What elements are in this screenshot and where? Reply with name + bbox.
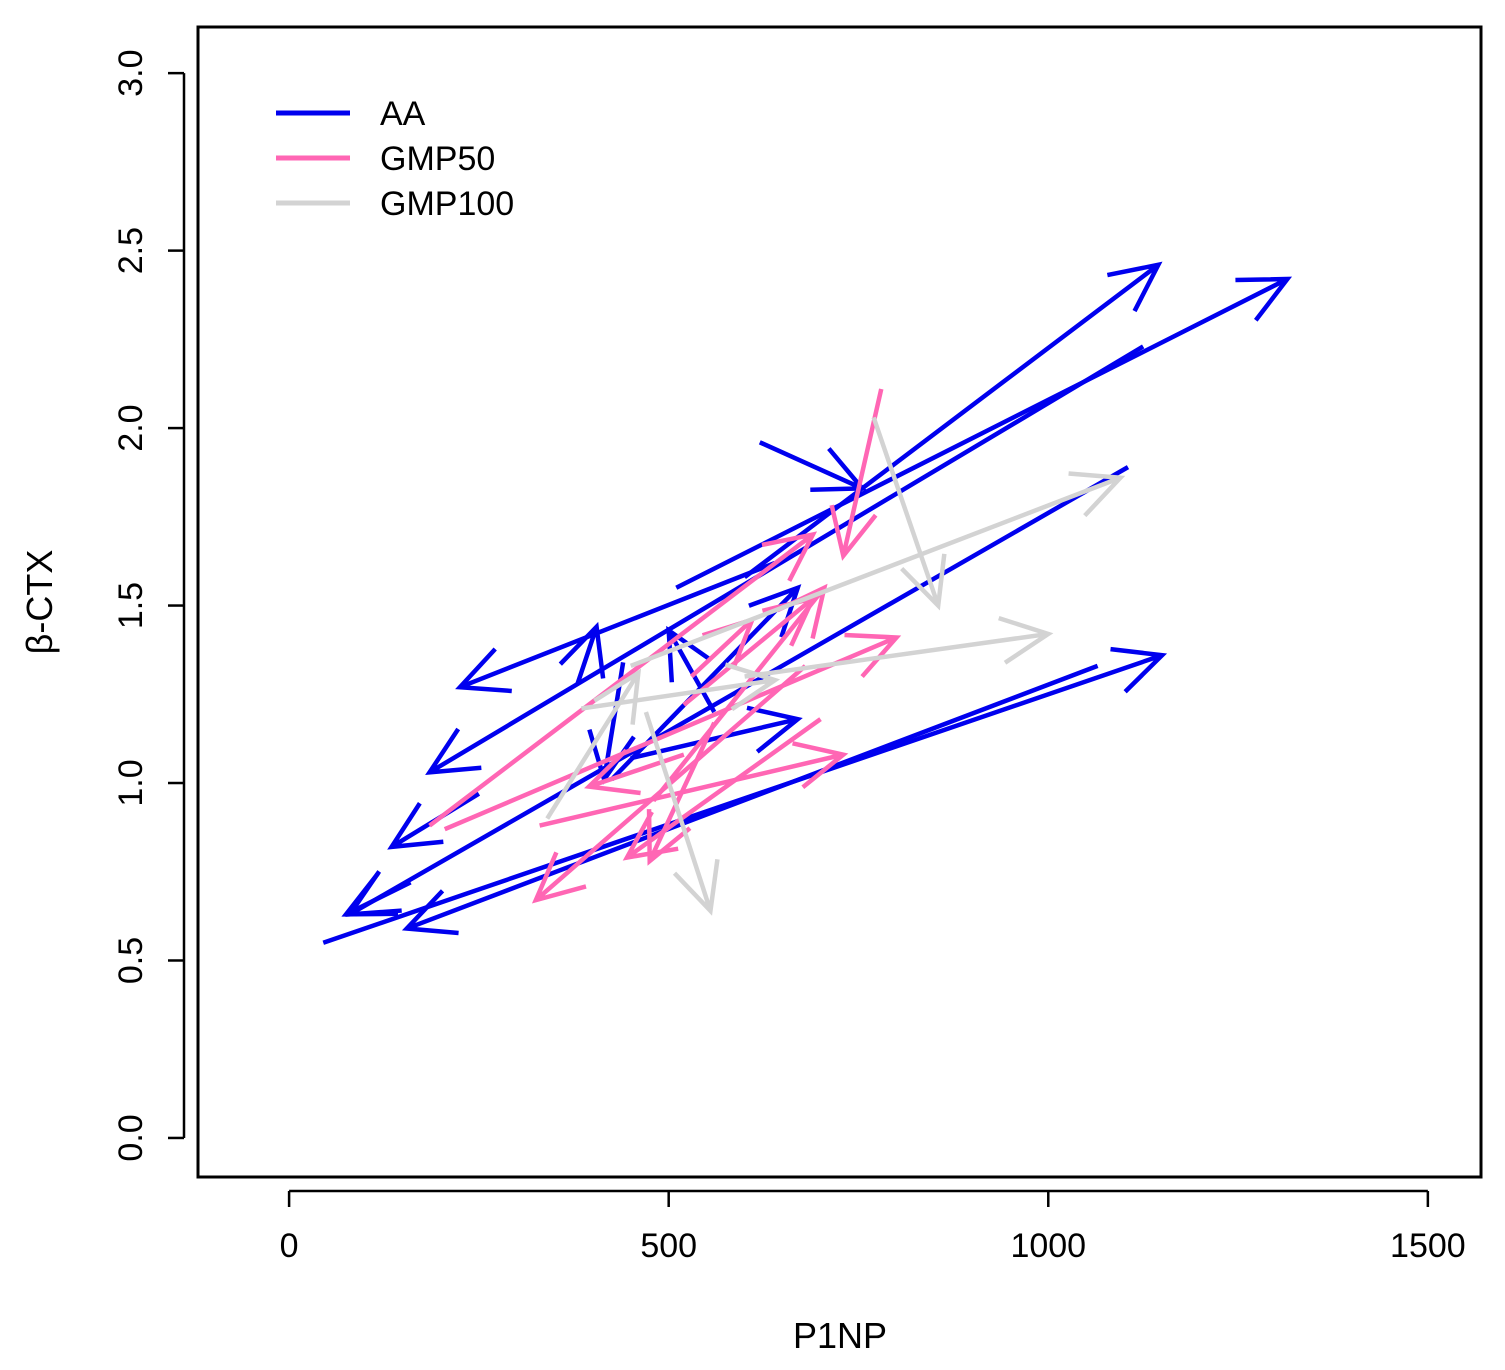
y-tick-label: 2.5: [112, 227, 150, 274]
arrow-mark: [584, 748, 685, 796]
arrow-mark: [443, 632, 902, 832]
arrow-mark: [629, 471, 1126, 668]
arrow-mark: [666, 625, 717, 714]
x-tick-label: 1000: [1010, 1227, 1086, 1265]
y-tick-label: 0.5: [112, 937, 150, 984]
arrow-mark: [646, 721, 717, 866]
arrow-mark: [539, 741, 849, 828]
y-tick-label: 0.0: [112, 1114, 150, 1161]
legend-label: AA: [380, 95, 426, 133]
arrow-mark: [743, 261, 1163, 579]
y-axis-title: β-CTX: [19, 550, 60, 655]
arrow-mark: [558, 621, 606, 685]
series-aa: [322, 261, 1293, 945]
y-tick-label: 3.0: [112, 50, 150, 97]
arrow-mark: [829, 388, 884, 561]
legend-label: GMP50: [380, 140, 495, 178]
x-tick-label: 500: [640, 1227, 697, 1265]
y-tick-label: 2.0: [112, 404, 150, 451]
arrow-series-layer: [322, 261, 1293, 945]
arrow-mark: [744, 615, 1054, 679]
y-tick-label: 1.5: [112, 582, 150, 629]
arrow-mark: [425, 344, 1145, 776]
arrow-mark: [341, 871, 412, 917]
series-gmp50: [428, 388, 902, 904]
x-axis: 0 500 1000 1500: [280, 1189, 1466, 1265]
y-tick-label: 1.0: [112, 759, 150, 806]
arrow-mark: [758, 440, 868, 493]
arrow-mark: [428, 531, 818, 828]
arrow-mark: [675, 276, 1293, 590]
legend-label: GMP100: [380, 185, 514, 223]
x-tick-label: 1500: [1390, 1227, 1466, 1265]
series-gmp100: [545, 416, 1126, 916]
legend: AA GMP50 GMP100: [276, 95, 514, 223]
arrow-mark: [643, 711, 720, 916]
arrow-mark: [871, 416, 947, 611]
arrow-mark: [322, 646, 1168, 945]
arrow-mark: [581, 662, 781, 712]
arrow-mark: [545, 668, 642, 820]
x-axis-title: P1NP: [793, 1315, 887, 1356]
y-axis: 0.0 0.5 1.0 1.5 2.0 2.5 3.0: [112, 50, 186, 1162]
x-tick-label: 0: [280, 1227, 299, 1265]
plot-frame: [196, 25, 1483, 1179]
arrow-mark: [455, 560, 776, 694]
